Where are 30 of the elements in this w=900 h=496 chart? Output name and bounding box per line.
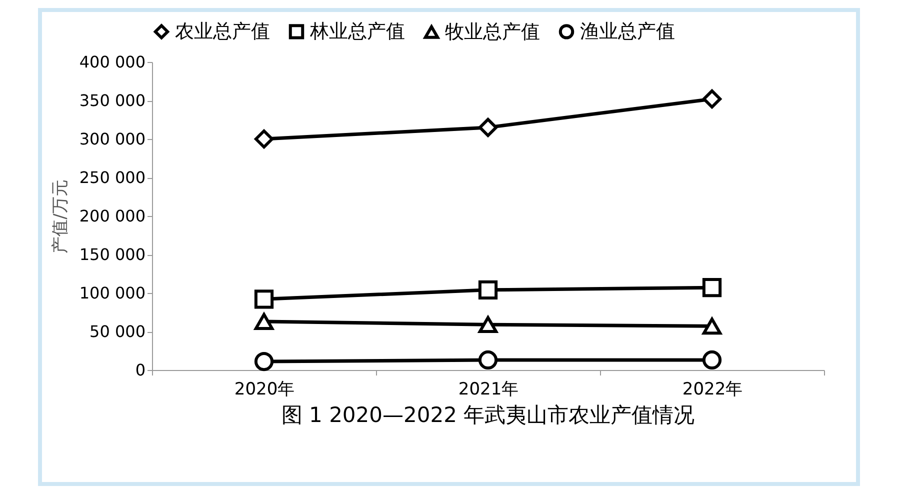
x-tick-label: 2021年 bbox=[458, 380, 519, 400]
legend-label: 牧业总产值 bbox=[445, 21, 540, 44]
x-tick-label: 2022年 bbox=[682, 380, 743, 400]
y-tick-label: 200 000 bbox=[79, 206, 146, 226]
point bbox=[254, 313, 274, 330]
legend-label: 林业总产值 bbox=[309, 20, 405, 43]
y-tick-label: 0 bbox=[135, 360, 146, 380]
point bbox=[702, 350, 722, 370]
y-tick-label: 300 000 bbox=[79, 130, 146, 148]
point bbox=[254, 352, 274, 372]
y-tick-label: 100 000 bbox=[79, 284, 146, 302]
y-tick-label: 400 000 bbox=[79, 52, 146, 72]
point bbox=[478, 280, 498, 300]
point bbox=[702, 318, 722, 335]
legend-label: 渔业总产值 bbox=[580, 20, 675, 43]
y-tick-label: 250 000 bbox=[79, 168, 146, 187]
point bbox=[478, 118, 498, 138]
y-tick-label: 50 000 bbox=[90, 322, 146, 341]
y-tick-label: 150 000 bbox=[79, 245, 146, 264]
point bbox=[478, 316, 498, 334]
point bbox=[254, 290, 274, 309]
y-tick-label: 350 000 bbox=[79, 91, 146, 110]
text: 图 1 2020—2022 年武夷山市农业产值情况 bbox=[281, 403, 695, 427]
point bbox=[254, 129, 274, 149]
point bbox=[702, 89, 722, 109]
point bbox=[702, 278, 722, 298]
y-axis-title: 产值/万元 bbox=[50, 180, 70, 254]
legend-label: 农业总产值 bbox=[175, 20, 270, 43]
point bbox=[478, 350, 498, 370]
x-tick-label: 2020年 bbox=[234, 380, 295, 400]
